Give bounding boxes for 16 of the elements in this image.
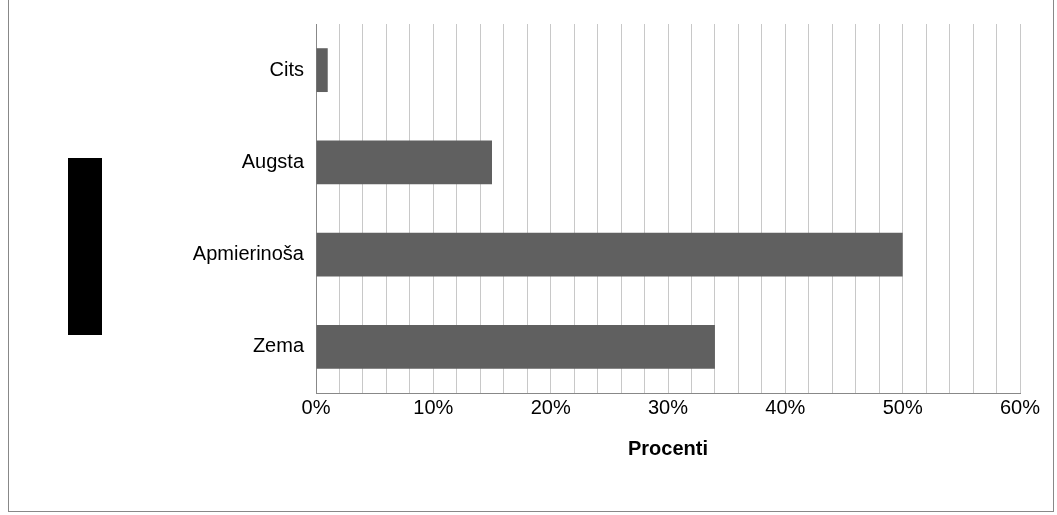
x-tick-label: 50% [882, 395, 923, 418]
x-tick-label: 0% [301, 395, 331, 418]
y-tick-label: Augsta [241, 149, 305, 172]
x-tick-label: 20% [530, 395, 571, 418]
y-tick-label: Cits [269, 57, 304, 80]
bar [316, 324, 715, 369]
x-tick-label: 60% [999, 395, 1041, 418]
y-tick-label: Zema [252, 334, 305, 357]
bar [316, 48, 328, 93]
bar [316, 232, 903, 277]
y-tick-label: Apmierinoša [192, 242, 305, 265]
x-tick-label: 40% [765, 395, 806, 418]
x-tick-label: 30% [647, 395, 689, 418]
x-tick-label: 10% [413, 395, 454, 418]
bar [316, 140, 492, 185]
x-axis-title: Procenti [627, 436, 709, 459]
